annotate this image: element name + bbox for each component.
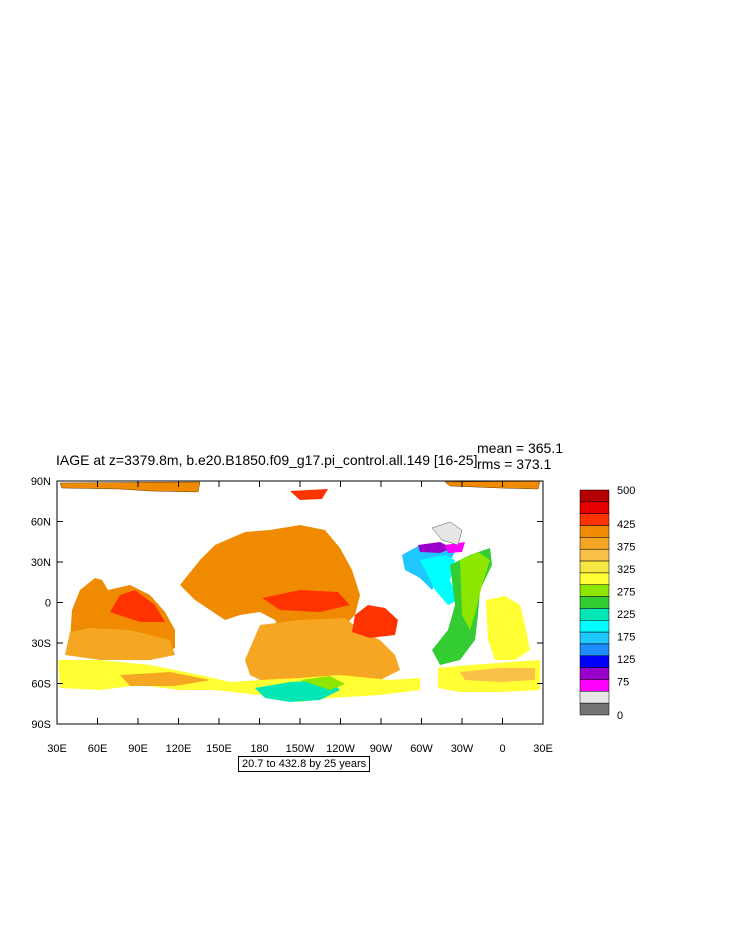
x-tick-label: 180	[250, 743, 268, 755]
arctic-region	[59, 481, 201, 493]
arctic-red	[290, 489, 328, 500]
colorbar-box	[579, 620, 610, 633]
x-tick-label: 30W	[451, 743, 474, 755]
colorbar-box	[579, 489, 610, 503]
colorbar-box	[579, 702, 610, 716]
colorbar-box	[579, 596, 610, 609]
southern-green	[300, 676, 345, 690]
plot-title: IAGE at z=3379.8m, b.e20.B1850.f09_g17.p…	[56, 452, 478, 468]
colorbar-label: 500	[617, 485, 635, 497]
x-tick-label: 150E	[206, 743, 232, 755]
y-tick-label: 90S	[31, 719, 51, 731]
atlantic-magenta	[445, 542, 465, 553]
ocean-age-field	[58, 481, 541, 702]
x-tick-label: 90W	[370, 743, 393, 755]
colorbar-label: 225	[617, 609, 635, 621]
atlantic-cyan	[420, 555, 458, 605]
indian-red	[110, 590, 165, 622]
colorbar-box	[579, 631, 610, 645]
colorbar-box	[579, 572, 610, 585]
colorbar-box	[579, 691, 610, 704]
colorbar-box	[579, 667, 610, 680]
rms-stat: rms = 373.1	[477, 456, 552, 472]
indian-lighter	[65, 628, 175, 660]
pacific-north	[180, 525, 360, 650]
atlantic-east-yellow	[486, 596, 530, 660]
arctic-region-2	[444, 481, 541, 490]
colorbar-box	[579, 679, 610, 692]
y-tick-label: 60S	[31, 679, 51, 691]
colorbar-box	[579, 548, 610, 562]
colorbar-box	[579, 608, 610, 621]
colorbar-label: 425	[617, 519, 635, 531]
y-tick-label: 90N	[31, 476, 51, 488]
colorbar-label: 375	[617, 541, 635, 553]
colorbar: 500 425 375 325 275 225 175 125 75 0	[579, 485, 635, 722]
x-tick-label: 60E	[88, 743, 108, 755]
y-tick-label: 30N	[31, 557, 51, 569]
colorbar-box	[579, 525, 610, 538]
colorbar-label: 325	[617, 564, 635, 576]
atlantic-purple	[418, 542, 452, 553]
x-tick-label: 150W	[286, 743, 315, 755]
x-tick-label: 0	[499, 743, 505, 755]
x-tick-label: 30E	[533, 743, 553, 755]
pacific-south	[245, 618, 400, 688]
x-tick-label: 90E	[128, 743, 148, 755]
y-tick-label: 30S	[31, 638, 51, 650]
colorbar-box	[579, 513, 610, 526]
colorbar-label: 175	[617, 631, 635, 643]
atlantic-yellow	[460, 552, 490, 630]
x-tick-label: 60W	[410, 743, 433, 755]
colorbar-label: 275	[617, 586, 635, 598]
x-tick-label: 30E	[47, 743, 67, 755]
colorbar-box	[579, 643, 610, 657]
southern-orange	[120, 672, 210, 686]
x-tick-label: 120E	[166, 743, 192, 755]
x-axis: 30E 60E 90E 120E 150E 180 150W 120W 90W 60W 30W 0 30…	[47, 481, 553, 755]
colorbar-label: 125	[617, 654, 635, 666]
pacific-red	[262, 590, 350, 612]
mean-stat: mean = 365.1	[477, 440, 564, 456]
x-tick-label: 120W	[326, 743, 355, 755]
contour-range-label: 20.7 to 432.8 by 25 years	[238, 756, 371, 772]
colorbar-label: 0	[617, 710, 623, 722]
colorbar-box	[579, 560, 610, 574]
y-axis: 90N 60N 30N 0 30S 60S 90S	[31, 476, 543, 731]
colorbar-label: 75	[617, 676, 629, 688]
colorbar-box	[579, 655, 610, 668]
atlantic-south-orange	[460, 668, 535, 682]
colorbar-box	[579, 501, 610, 514]
colorbar-box	[579, 584, 610, 597]
y-tick-label: 0	[45, 598, 51, 610]
se-pacific-red	[352, 605, 398, 638]
grey-patch	[431, 521, 463, 546]
colorbar-box	[579, 537, 610, 550]
y-tick-label: 60N	[31, 517, 51, 529]
